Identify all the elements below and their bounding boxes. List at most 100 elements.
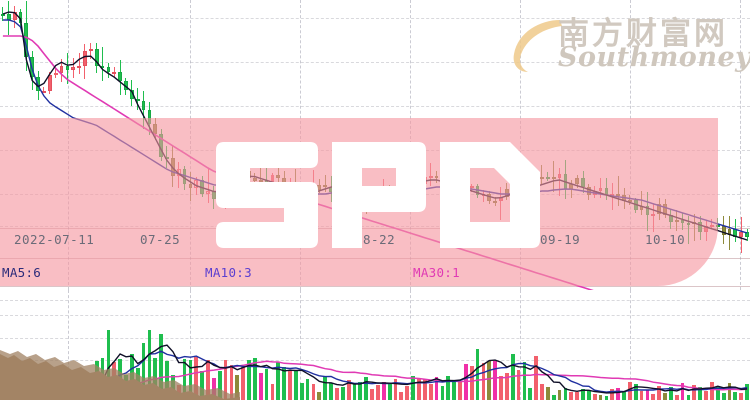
volume-bar	[710, 382, 714, 400]
volume-bar	[586, 390, 591, 400]
candlestick	[118, 60, 122, 95]
volume-bar	[422, 379, 427, 400]
volume-bar	[340, 386, 345, 400]
candle-wick	[137, 87, 139, 111]
volume-bar	[528, 387, 533, 400]
candle-wick	[43, 87, 45, 94]
volume-bar	[411, 376, 415, 400]
volume-bar	[633, 384, 638, 400]
volume-bar	[739, 392, 744, 400]
volume-bar	[282, 367, 287, 400]
volume-bar	[428, 383, 433, 400]
volume-bar	[563, 388, 568, 400]
candlestick	[65, 52, 70, 85]
candlestick	[83, 43, 87, 79]
axis-line	[0, 286, 750, 287]
volume-bar	[598, 395, 603, 400]
volume-bar	[381, 382, 386, 400]
volume-bar	[323, 377, 328, 400]
volume-bar	[745, 384, 749, 400]
axis-tick-label: 09-05	[462, 232, 503, 247]
candle-body	[77, 65, 81, 68]
volume-bar	[604, 395, 609, 400]
candle-body	[71, 66, 76, 71]
volume-bar	[387, 383, 392, 400]
volume-bar	[417, 378, 421, 400]
volume-bar	[733, 392, 738, 400]
volume-bar	[481, 363, 486, 400]
volume-bar	[458, 381, 462, 400]
volume-bar	[434, 376, 439, 400]
candle-body	[53, 73, 58, 76]
candle-wick	[78, 53, 80, 75]
volume-bar	[253, 357, 257, 400]
volume-bar	[592, 394, 597, 400]
volume-bar	[545, 387, 550, 400]
axis-tick-label: 10-10	[645, 232, 686, 247]
ma10-legend-label: MA10:3	[205, 265, 252, 280]
volume-bar	[551, 395, 556, 400]
volume-bar	[704, 390, 708, 400]
volume-bar	[276, 361, 281, 400]
volume-moving-average-lines	[2, 344, 748, 398]
volume-bar	[370, 389, 374, 400]
candle-body	[83, 51, 87, 66]
volume-bar	[686, 394, 691, 400]
volume-bar	[493, 361, 497, 400]
candlestick	[739, 217, 744, 253]
date-axis: 2022-07-11 07-25 08-08 08-22 09-05 09-19…	[0, 232, 750, 252]
ma30-legend-label: MA30:1	[413, 265, 460, 280]
volume-bar	[247, 360, 251, 400]
volume-bar	[311, 383, 316, 400]
candlestick	[77, 53, 81, 75]
volume-bar	[715, 385, 720, 400]
volume-bar	[446, 376, 451, 400]
volume-bar	[241, 366, 246, 400]
volume-bar	[698, 386, 703, 400]
volume-bar	[516, 369, 521, 400]
volume-bar	[610, 389, 615, 400]
candlestick	[53, 68, 58, 79]
volume-bar	[405, 386, 410, 400]
candle-body	[94, 48, 99, 67]
candle-body	[721, 225, 726, 236]
volume-bar	[680, 383, 685, 400]
candle-body	[141, 101, 146, 111]
volume-bar	[270, 383, 275, 400]
volume-bar	[692, 385, 697, 400]
volume-bar	[645, 390, 650, 400]
volume-bar	[487, 361, 492, 400]
volume-bar	[299, 382, 304, 400]
candle-body	[106, 66, 111, 72]
axis-tick-label: 07-25	[140, 232, 181, 247]
volume-bar	[329, 382, 333, 400]
volume-bar	[393, 379, 398, 400]
axis-tick-label: 08-22	[355, 232, 396, 247]
candle-body	[739, 231, 744, 237]
candle-wick	[102, 46, 104, 82]
volume-bar	[352, 383, 357, 400]
volume-bar	[557, 389, 562, 400]
candle-body	[59, 66, 64, 74]
volume-bar	[540, 384, 544, 400]
candle-body	[65, 66, 70, 71]
volume-bar	[305, 378, 310, 400]
candle-body	[112, 71, 117, 74]
volume-bar	[376, 384, 380, 400]
candlestick	[721, 216, 726, 244]
candle-body	[88, 48, 93, 52]
volume-bar	[258, 373, 263, 400]
volume-bar	[727, 382, 732, 400]
volume-bar	[674, 394, 679, 400]
volume-bar	[575, 392, 580, 400]
volume-chart-panel	[0, 290, 750, 400]
candlestick	[88, 42, 93, 59]
candle-body	[1, 13, 5, 16]
volume-bar	[504, 373, 509, 400]
volume-bar	[663, 393, 667, 400]
candlestick	[59, 58, 64, 82]
axis-tick-label: 2022-07-11	[14, 232, 95, 247]
volume-bar	[294, 369, 298, 400]
candle-body	[118, 71, 122, 82]
